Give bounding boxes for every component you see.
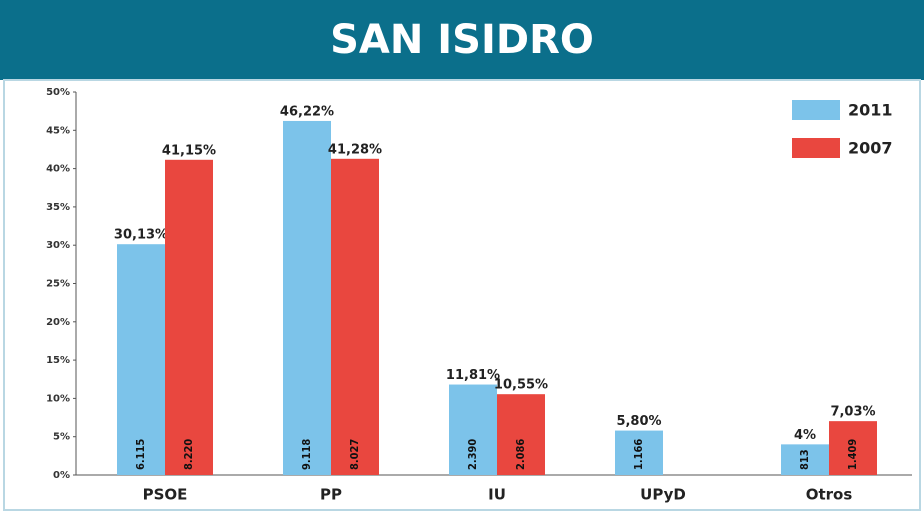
value-label: 10,55% <box>494 378 548 393</box>
y-tick-label: 25% <box>46 279 70 290</box>
x-tick-label: Otros <box>806 486 853 504</box>
bar <box>829 421 877 475</box>
y-tick-label: 20% <box>46 317 70 328</box>
x-tick-label: IU <box>488 486 506 504</box>
vote-label: 813 <box>798 449 811 470</box>
y-tick-label: 10% <box>46 393 70 404</box>
header <box>0 0 924 80</box>
y-tick-label: 5% <box>53 432 70 443</box>
y-tick-label: 45% <box>46 125 70 136</box>
y-tick-label: 50% <box>46 87 70 98</box>
bar <box>331 158 379 475</box>
x-tick-label: UPyD <box>640 486 686 504</box>
legend-swatch <box>792 138 840 158</box>
legend-swatch <box>792 100 840 120</box>
bar <box>615 430 663 475</box>
vote-label: 1.409 <box>846 439 859 470</box>
y-tick-label: 0% <box>53 470 70 481</box>
vote-label: 9.118 <box>300 439 313 470</box>
vote-label: 2.390 <box>466 439 479 470</box>
y-tick-label: 30% <box>46 240 70 251</box>
frame <box>3 79 921 511</box>
x-tick-label: PP <box>320 486 342 504</box>
bar <box>165 159 213 475</box>
value-label: 41,15% <box>162 143 216 158</box>
y-tick-label: 40% <box>46 164 70 175</box>
vote-label: 2.086 <box>514 439 527 470</box>
vote-label: 8.027 <box>348 439 361 470</box>
value-label: 41,28% <box>328 142 382 157</box>
y-tick-label: 15% <box>46 355 70 366</box>
value-label: 5,80% <box>616 414 661 429</box>
value-label: 11,81% <box>446 368 500 383</box>
legend-label: 2007 <box>848 139 893 158</box>
vote-label: 1.166 <box>632 439 645 470</box>
bar <box>781 444 829 475</box>
vote-label: 8.220 <box>182 439 195 470</box>
x-tick-label: PSOE <box>143 486 188 504</box>
bar <box>283 120 331 475</box>
bar <box>449 384 497 475</box>
chart-title: SAN ISIDRO <box>330 17 594 63</box>
vote-label: 6.115 <box>134 439 147 470</box>
value-label: 4% <box>794 428 816 443</box>
bar <box>117 244 165 475</box>
legend-label: 2011 <box>848 101 893 120</box>
bar <box>497 394 545 475</box>
y-tick-label: 35% <box>46 202 70 213</box>
value-label: 46,22% <box>280 104 334 119</box>
value-label: 7,03% <box>830 405 875 420</box>
value-label: 30,13% <box>114 228 168 243</box>
